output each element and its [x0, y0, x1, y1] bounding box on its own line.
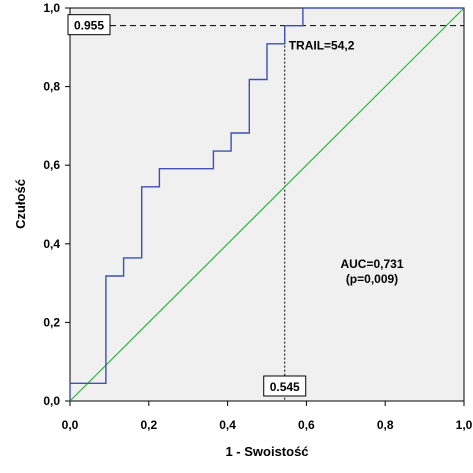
- y-axis-title: Czułość: [13, 179, 28, 229]
- p-value-label: (p=0,009): [346, 272, 398, 286]
- sensitivity-box: [67, 14, 111, 36]
- cutoff-label: TRAIL=54,2: [289, 39, 355, 53]
- y-tick-label: 0,6: [43, 158, 60, 172]
- guide-lines: [70, 25, 464, 401]
- x-tick-label: 0,2: [140, 418, 157, 432]
- auc-label: AUC=0,731: [340, 257, 403, 271]
- y-tick-label: 0,2: [43, 315, 60, 329]
- specificity-box-label: 0.545: [270, 380, 300, 394]
- x-tick-label: 0,6: [298, 418, 315, 432]
- x-tick-label: 0,4: [219, 418, 236, 432]
- specificity-box: [263, 375, 307, 397]
- sensitivity-box-label: 0.955: [74, 19, 104, 33]
- x-tick-label: 1,0: [456, 418, 473, 432]
- x-tick-label: 0,8: [377, 418, 394, 432]
- y-tick-label: 0,4: [43, 237, 60, 251]
- x-tick-label: 0,0: [62, 418, 79, 432]
- series-lines: [69, 7, 465, 402]
- y-tick-label: 0,0: [43, 394, 60, 408]
- axis-ticks: 0,0 0,2 0,4 0,6 0,8 1,0 0,0 0,2 0,4 0,6 0,8 1,0: [43, 1, 472, 432]
- y-tick-label: 0,8: [43, 80, 60, 94]
- x-axis-title: 1 - Swoistość: [225, 444, 308, 459]
- reference-diagonal-line: [69, 7, 465, 402]
- annotations: 0.955 0.545 TRAIL=54,2 AUC=0,731 (p=0,00…: [67, 14, 404, 397]
- y-tick-label: 1,0: [43, 1, 60, 15]
- roc-curve-line: [69, 7, 464, 401]
